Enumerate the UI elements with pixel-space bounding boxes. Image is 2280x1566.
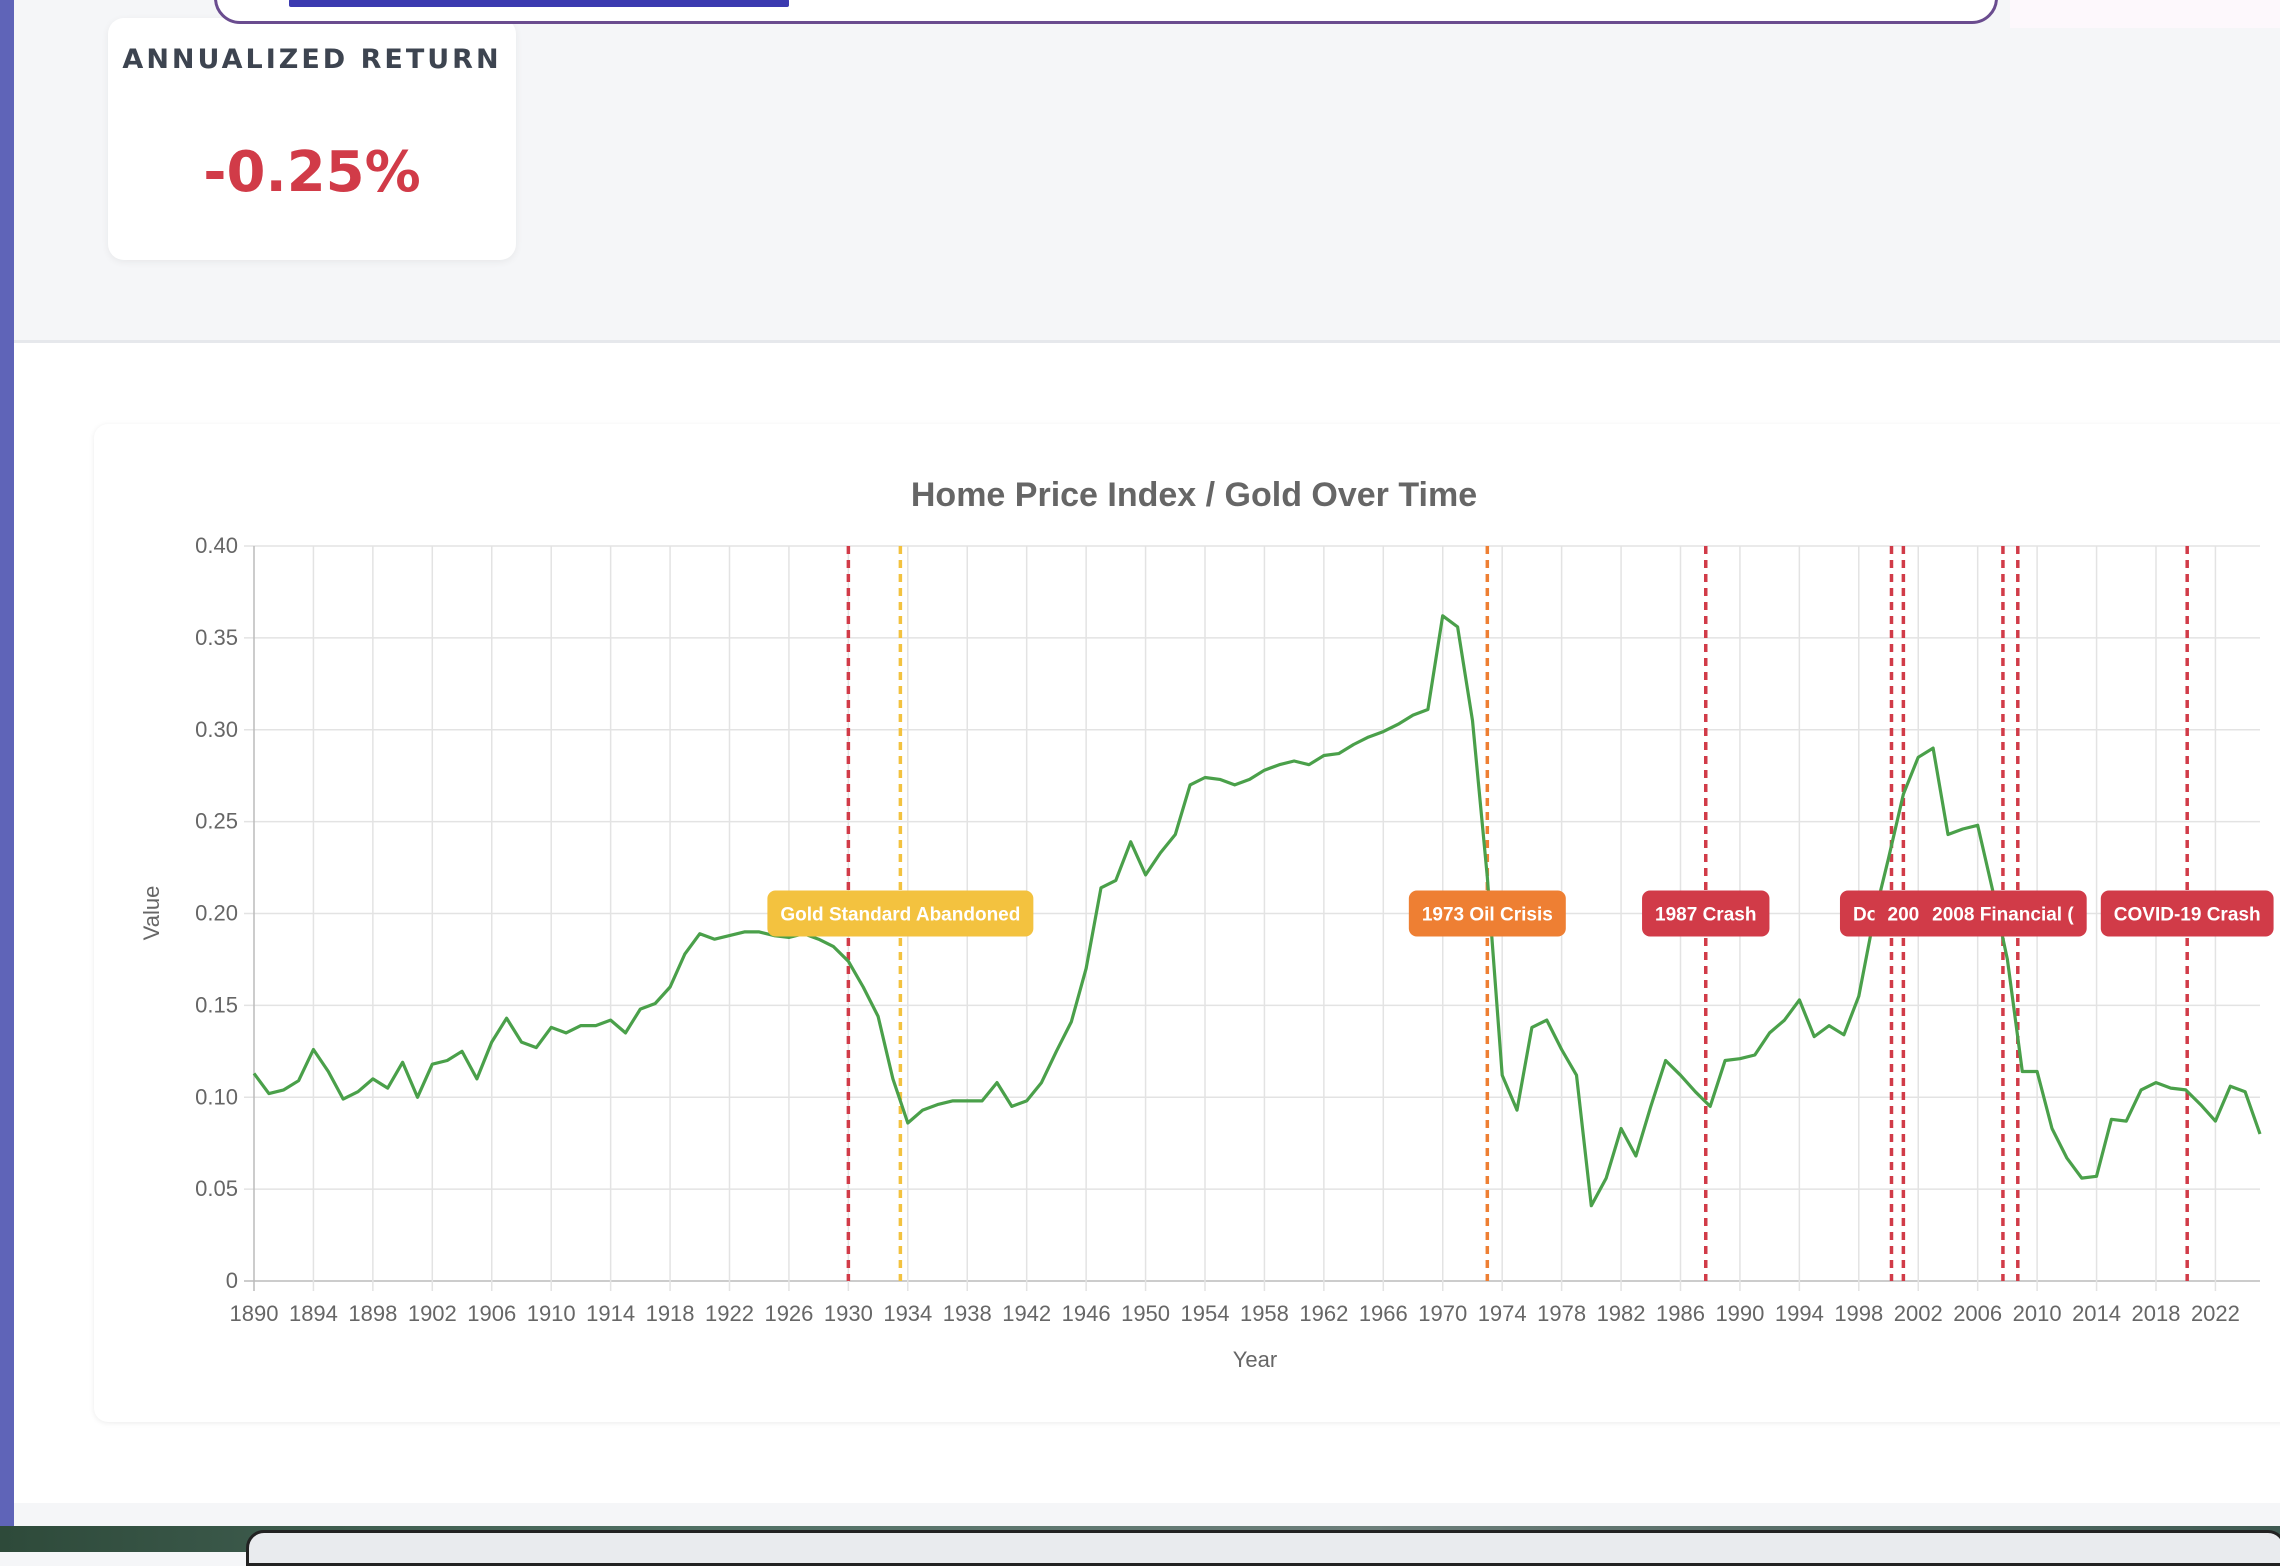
x-tick-label: 1998 <box>1834 1301 1883 1326</box>
event-label: 200 <box>1874 890 1933 937</box>
event-label: COVID-19 Crash <box>2100 890 2274 937</box>
event-label-text: Gold Standard Abandoned <box>780 905 1020 926</box>
y-tick-label: 0.20 <box>195 901 238 926</box>
x-tick-label: 1954 <box>1181 1301 1230 1326</box>
event-label-box <box>2100 890 2274 937</box>
x-tick-label: 1942 <box>1002 1301 1051 1326</box>
x-tick-label: 1918 <box>646 1301 695 1326</box>
x-tick-label: 1926 <box>764 1301 813 1326</box>
left-accent-stripe <box>0 0 14 1530</box>
x-tick-label: 1994 <box>1775 1301 1824 1326</box>
y-tick-label: 0 <box>226 1268 238 1293</box>
event-label-box <box>1919 890 2087 937</box>
event-label: Gold Standard Abandoned <box>767 890 1034 937</box>
event-label-box <box>1408 890 1566 937</box>
y-tick-label: 0.15 <box>195 992 238 1017</box>
event-label-text: 1973 Oil Crisis <box>1422 905 1553 926</box>
event-label: 2008 Financial ( <box>1919 890 2087 937</box>
x-tick-label: 2002 <box>1894 1301 1943 1326</box>
x-tick-label: 1910 <box>527 1301 576 1326</box>
x-tick-label: 1950 <box>1121 1301 1170 1326</box>
x-tick-label: 1986 <box>1656 1301 1705 1326</box>
event-label: 1973 Oil Crisis <box>1408 890 1566 937</box>
x-tick-label: 1922 <box>705 1301 754 1326</box>
x-tick-label: 1930 <box>824 1301 873 1326</box>
event-label-box <box>1874 890 1933 937</box>
stat-label: ANNUALIZED RETURN <box>122 44 502 75</box>
y-tick-label: 0.10 <box>195 1084 238 1109</box>
series-path <box>252 614 2262 1208</box>
x-tick-label: 1958 <box>1240 1301 1289 1326</box>
x-tick-label: 1966 <box>1359 1301 1408 1326</box>
summary-panel: ANNUALIZED RETURN -0.25% <box>14 0 2280 343</box>
toolbar-corner <box>2010 0 2280 28</box>
event-label-text: 1987 Crash <box>1655 905 1756 926</box>
event-label-text: 2008 Financial ( <box>1932 905 2074 926</box>
event-label-box <box>767 890 1034 937</box>
x-tick-label: 1906 <box>467 1301 516 1326</box>
x-axis-ticks: 1890 1894 1898 1902 1906 1910 1914 1918 1922 1926… <box>230 1301 2240 1326</box>
x-tick-label: 1894 <box>289 1301 338 1326</box>
event-label-box <box>1642 890 1770 937</box>
y-tick-label: 0.35 <box>195 625 238 650</box>
y-axis-label: Value <box>139 886 164 941</box>
url-text-highlight <box>289 0 789 7</box>
line-chart: Home Price Index / Gold Over Time Year V… <box>139 476 2274 1372</box>
x-tick-label: 1890 <box>230 1301 279 1326</box>
x-tick-label: 1970 <box>1418 1301 1467 1326</box>
x-tick-label: 1982 <box>1597 1301 1646 1326</box>
x-tick-label: 1990 <box>1715 1301 1764 1326</box>
x-tick-label: 1974 <box>1478 1301 1527 1326</box>
chart-card: Home Price Index / Gold Over Time Year V… <box>94 424 2280 1422</box>
chart-title: Home Price Index / Gold Over Time <box>911 476 1477 514</box>
y-axis-ticks: 0 0.05 0.10 0.15 0.20 0.25 0.30 0.35 0.40 <box>195 533 238 1293</box>
y-tick-label: 0.05 <box>195 1176 238 1201</box>
x-tick-label: 2022 <box>2191 1301 2240 1326</box>
x-tick-label: 2018 <box>2132 1301 2181 1326</box>
x-tick-label: 1938 <box>943 1301 992 1326</box>
x-tick-label: 2010 <box>2013 1301 2062 1326</box>
url-bar[interactable] <box>214 0 1998 24</box>
y-tick-label: 0.25 <box>195 809 238 834</box>
background-window <box>246 1530 2280 1566</box>
x-tick-label: 2006 <box>1953 1301 2002 1326</box>
annualized-return-card: ANNUALIZED RETURN -0.25% <box>108 18 516 260</box>
event-label-text: 200 <box>1888 905 1920 926</box>
y-tick-label: 0.30 <box>195 717 238 742</box>
event-labels: Gold Standard Abandoned 1973 Oil Crisis 19… <box>767 890 2274 937</box>
y-tick-label: 0.40 <box>195 533 238 558</box>
stat-value: -0.25% <box>203 140 421 205</box>
x-tick-label: 1914 <box>586 1301 635 1326</box>
event-label: 1987 Crash <box>1642 890 1770 937</box>
x-axis-label: Year <box>1233 1347 1277 1372</box>
x-tick-label: 1978 <box>1537 1301 1586 1326</box>
x-tick-label: 1962 <box>1299 1301 1348 1326</box>
x-tick-label: 2014 <box>2072 1301 2121 1326</box>
x-tick-label: 1902 <box>408 1301 457 1326</box>
x-tick-label: 1898 <box>348 1301 397 1326</box>
x-tick-label: 1946 <box>1062 1301 1111 1326</box>
x-tick-label: 1934 <box>883 1301 932 1326</box>
event-label-text: COVID-19 Crash <box>2114 905 2261 926</box>
series-line <box>252 614 2262 1208</box>
